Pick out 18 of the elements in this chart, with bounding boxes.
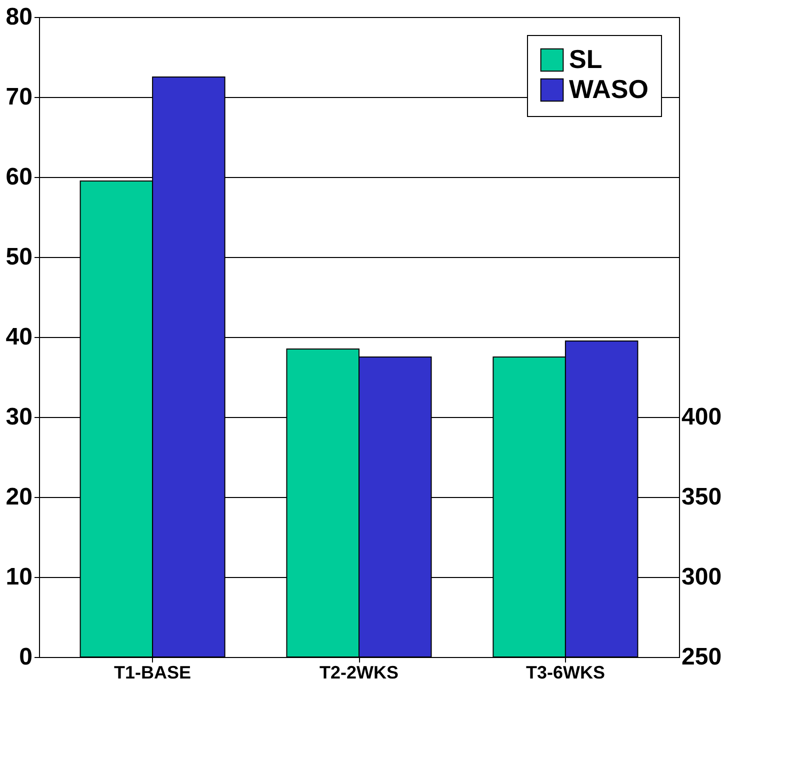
y2-tick-label: 300 <box>682 564 722 590</box>
y-tick-label: 50 <box>6 244 32 270</box>
legend-label: SL <box>569 44 602 74</box>
y-tick-label: 10 <box>6 564 32 590</box>
y-tick-label: 70 <box>6 84 32 110</box>
y2-tick-label: 400 <box>682 404 722 430</box>
y-tick-label: 40 <box>6 324 32 350</box>
y2-tick-label: 350 <box>682 484 722 510</box>
y-tick-label: 20 <box>6 484 32 510</box>
legend-label: WASO <box>569 74 648 104</box>
y-tick-label: 60 <box>6 164 32 190</box>
y-tick-label: 30 <box>6 404 32 430</box>
x-tick-label: T3-6WKS <box>526 662 605 682</box>
y-tick-label: 0 <box>19 644 32 670</box>
x-tick-label: T1-BASE <box>114 662 192 682</box>
y2-tick-label: 250 <box>682 644 722 670</box>
x-tick-label: T2-2WKS <box>319 662 399 682</box>
y-tick-label: 80 <box>6 4 32 30</box>
